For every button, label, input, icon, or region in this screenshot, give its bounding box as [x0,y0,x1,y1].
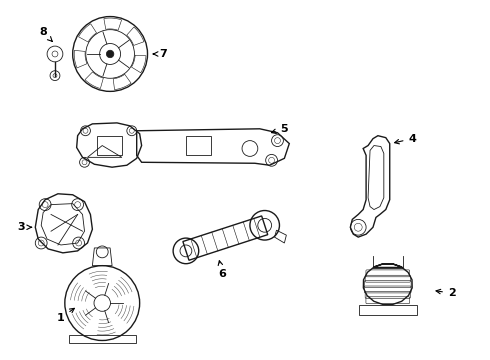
Bar [359,305,416,315]
Text: 1: 1 [57,309,74,323]
Text: 3: 3 [18,222,31,232]
Text: 4: 4 [394,134,416,144]
Text: 5: 5 [271,124,288,134]
Text: 8: 8 [39,27,52,41]
Bar [69,335,136,343]
Text: 7: 7 [153,49,167,59]
Text: 6: 6 [218,261,226,279]
Circle shape [106,50,114,58]
Text: 2: 2 [436,288,456,298]
